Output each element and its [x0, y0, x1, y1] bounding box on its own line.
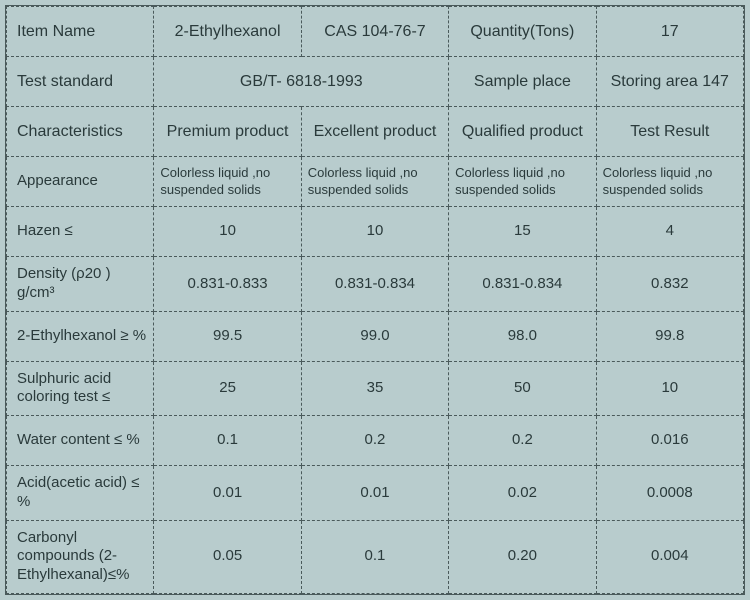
quantity-value: 17 [596, 7, 743, 57]
cell-excellent: Colorless liquid ,no suspended solids [301, 157, 448, 207]
cell-qualified: 0.831-0.834 [449, 257, 596, 312]
row-label: Density (ρ20 ) g/cm³ [7, 257, 154, 312]
row-label: Appearance [7, 157, 154, 207]
cell-result: 99.8 [596, 311, 743, 361]
cas-value: CAS 104-76-7 [301, 7, 448, 57]
col-result: Test Result [596, 107, 743, 157]
cell-result: 0.016 [596, 416, 743, 466]
col-qualified: Qualified product [449, 107, 596, 157]
test-standard-value: GB/T- 6818-1993 [154, 57, 449, 107]
cell-result: 4 [596, 207, 743, 257]
row-label: 2-Ethylhexanol ≥ % [7, 311, 154, 361]
data-row: Appearance Colorless liquid ,no suspende… [7, 157, 744, 207]
header-row-2: Test standard GB/T- 6818-1993 Sample pla… [7, 57, 744, 107]
spec-table-container: Item Name 2-Ethylhexanol CAS 104-76-7 Qu… [5, 5, 745, 595]
col-excellent: Excellent product [301, 107, 448, 157]
sample-place-label: Sample place [449, 57, 596, 107]
cell-premium: 0.831-0.833 [154, 257, 301, 312]
sample-place-value: Storing area 147 [596, 57, 743, 107]
data-row: 2-Ethylhexanol ≥ % 99.5 99.0 98.0 99.8 [7, 311, 744, 361]
cell-result: Colorless liquid ,no suspended solids [596, 157, 743, 207]
row-label: Acid(acetic acid) ≤ % [7, 466, 154, 521]
item-name-value: 2-Ethylhexanol [154, 7, 301, 57]
table-body: Item Name 2-Ethylhexanol CAS 104-76-7 Qu… [7, 7, 744, 594]
cell-excellent: 0.2 [301, 416, 448, 466]
cell-qualified: 0.2 [449, 416, 596, 466]
cell-excellent: 0.1 [301, 520, 448, 593]
cell-result: 0.832 [596, 257, 743, 312]
characteristics-label: Characteristics [7, 107, 154, 157]
cell-premium: 10 [154, 207, 301, 257]
cell-qualified: 0.02 [449, 466, 596, 521]
cell-excellent: 10 [301, 207, 448, 257]
spec-table: Item Name 2-Ethylhexanol CAS 104-76-7 Qu… [6, 6, 744, 594]
cell-qualified: Colorless liquid ,no suspended solids [449, 157, 596, 207]
data-row: Carbonyl compounds (2-Ethylhexanal)≤% 0.… [7, 520, 744, 593]
cell-premium: Colorless liquid ,no suspended solids [154, 157, 301, 207]
cell-qualified: 98.0 [449, 311, 596, 361]
cell-qualified: 0.20 [449, 520, 596, 593]
quantity-label: Quantity(Tons) [449, 7, 596, 57]
row-label: Sulphuric acid coloring test ≤ [7, 361, 154, 416]
cell-premium: 99.5 [154, 311, 301, 361]
data-row: Density (ρ20 ) g/cm³ 0.831-0.833 0.831-0… [7, 257, 744, 312]
cell-qualified: 50 [449, 361, 596, 416]
cell-excellent: 35 [301, 361, 448, 416]
cell-excellent: 0.01 [301, 466, 448, 521]
item-name-label: Item Name [7, 7, 154, 57]
cell-excellent: 99.0 [301, 311, 448, 361]
cell-premium: 0.05 [154, 520, 301, 593]
cell-premium: 25 [154, 361, 301, 416]
data-row: Hazen ≤ 10 10 15 4 [7, 207, 744, 257]
cell-result: 10 [596, 361, 743, 416]
header-row-3: Characteristics Premium product Excellen… [7, 107, 744, 157]
row-label: Water content ≤ % [7, 416, 154, 466]
cell-premium: 0.01 [154, 466, 301, 521]
data-row: Water content ≤ % 0.1 0.2 0.2 0.016 [7, 416, 744, 466]
row-label: Carbonyl compounds (2-Ethylhexanal)≤% [7, 520, 154, 593]
data-row: Acid(acetic acid) ≤ % 0.01 0.01 0.02 0.0… [7, 466, 744, 521]
cell-qualified: 15 [449, 207, 596, 257]
cell-result: 0.004 [596, 520, 743, 593]
cell-excellent: 0.831-0.834 [301, 257, 448, 312]
data-row: Sulphuric acid coloring test ≤ 25 35 50 … [7, 361, 744, 416]
row-label: Hazen ≤ [7, 207, 154, 257]
col-premium: Premium product [154, 107, 301, 157]
cell-result: 0.0008 [596, 466, 743, 521]
cell-premium: 0.1 [154, 416, 301, 466]
header-row-1: Item Name 2-Ethylhexanol CAS 104-76-7 Qu… [7, 7, 744, 57]
test-standard-label: Test standard [7, 57, 154, 107]
